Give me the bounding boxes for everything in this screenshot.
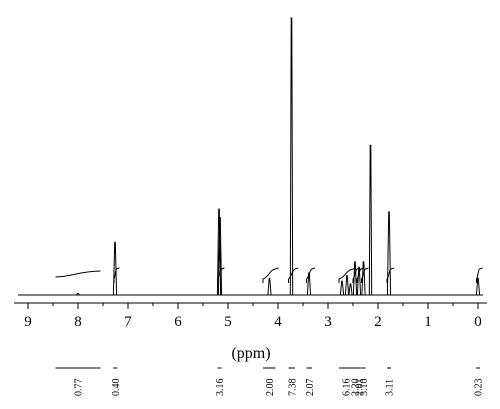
integral-label-0: 0.77 xyxy=(74,379,85,397)
x-tick-label-0: 0 xyxy=(474,314,482,330)
integral-curve-10 xyxy=(386,267,395,283)
integral-label-11: 0.23 xyxy=(474,379,485,397)
spectrum-peak-12 xyxy=(361,261,366,296)
integration-labels: 0.77 0.40 3.16 2.00 7.38 2.07 6.162.202.013.10… xyxy=(55,367,485,397)
spectrum-peak-2 xyxy=(216,208,222,296)
x-tick-label-2: 2 xyxy=(374,314,382,330)
integral-label-2: 3.16 xyxy=(215,379,226,397)
spectrum-peak-8 xyxy=(344,275,350,296)
spectrum-peak-11 xyxy=(356,266,362,296)
spectrum-peak-0 xyxy=(76,292,80,296)
x-tick-label-6: 6 xyxy=(174,314,182,330)
x-tick-label-4: 4 xyxy=(274,314,282,330)
integral-label-7: 2.20 xyxy=(351,379,362,397)
integral-label-9: 3.10 xyxy=(359,379,370,397)
integral-curve-0 xyxy=(55,270,101,278)
spectrum-peak-15 xyxy=(475,277,481,296)
x-tick-label-9: 9 xyxy=(24,314,32,330)
spectrum-layer xyxy=(18,17,483,296)
spectrum-peak-7 xyxy=(339,280,345,296)
spectrum-peak-3 xyxy=(217,216,223,296)
x-tick-label-7: 7 xyxy=(124,314,132,330)
integral-label-10: 3.11 xyxy=(385,379,396,396)
x-tick-label-3: 3 xyxy=(324,314,332,330)
integral-curve-11 xyxy=(476,267,483,283)
spectrum-peak-10 xyxy=(352,261,358,296)
x-tick-label-8: 8 xyxy=(74,314,82,330)
integral-curves xyxy=(55,267,483,283)
integral-label-8: 2.01 xyxy=(355,379,366,397)
x-axis: 9 8 7 6 5 4 3 2 1 0 xyxy=(14,302,487,330)
spectrum-peak-14 xyxy=(386,211,392,296)
x-tick-label-1: 1 xyxy=(424,314,432,330)
integral-curve-7 xyxy=(352,267,361,283)
integral-label-3: 2.00 xyxy=(265,379,276,397)
x-tick-label-5: 5 xyxy=(224,314,232,330)
integral-curve-4 xyxy=(288,267,299,283)
integral-label-4: 7.38 xyxy=(287,379,298,397)
integral-label-6: 6.16 xyxy=(342,379,353,397)
integral-curve-3 xyxy=(262,267,279,283)
integral-curve-6 xyxy=(338,267,357,283)
integral-label-5: 2.07 xyxy=(305,379,316,397)
spectrum-peak-1 xyxy=(112,241,118,296)
integral-curve-1 xyxy=(113,267,120,283)
spectrum-peak-9 xyxy=(348,283,353,296)
integral-curve-5 xyxy=(306,267,316,283)
spectrum-peak-5 xyxy=(289,17,294,296)
spectrum-peak-13 xyxy=(368,144,373,296)
integral-curve-2 xyxy=(217,267,225,283)
integral-curve-8 xyxy=(356,267,365,283)
integral-curve-9 xyxy=(361,267,369,283)
spectrum-peak-4 xyxy=(267,277,272,296)
integral-label-1: 0.40 xyxy=(111,379,122,397)
x-axis-title: (ppm) xyxy=(231,345,270,362)
